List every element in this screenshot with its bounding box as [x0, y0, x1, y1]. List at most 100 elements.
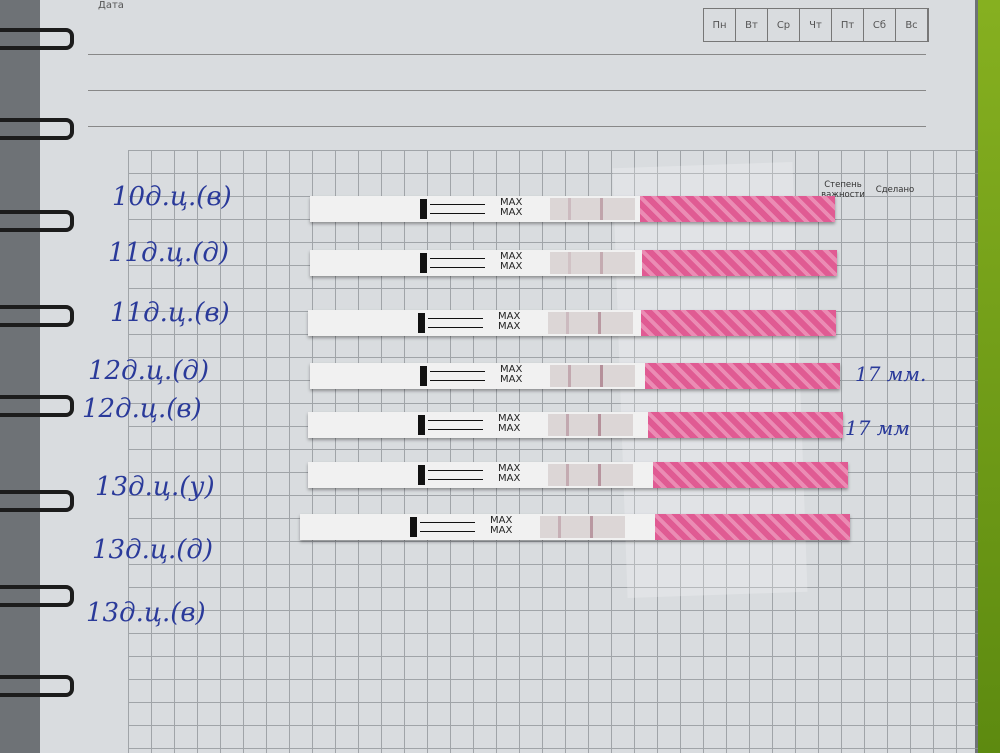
weekday: Чт	[800, 9, 832, 41]
test-strip: MAX MAX	[300, 514, 850, 540]
arrow-icon	[428, 470, 483, 471]
spiral-ring	[0, 28, 74, 50]
strip-pink-handle	[640, 196, 835, 222]
max-line-mark	[420, 253, 427, 273]
arrow-icon	[428, 420, 483, 421]
spiral-ring	[0, 675, 74, 697]
max-line-mark	[420, 199, 427, 219]
arrow-icon	[428, 479, 483, 480]
test-line	[568, 365, 571, 387]
weekday: Сб	[864, 9, 896, 41]
test-strip: MAX MAX	[310, 363, 840, 389]
result-window	[548, 312, 633, 334]
weekday: Пн	[704, 9, 736, 41]
spiral-ring	[0, 395, 74, 417]
control-line	[598, 414, 601, 436]
test-strip: MAX MAX	[310, 196, 835, 222]
arrow-icon	[430, 213, 485, 214]
arrow-icon	[428, 327, 483, 328]
max-line-mark	[418, 465, 425, 485]
max-line-mark	[418, 415, 425, 435]
spiral-ring	[0, 118, 74, 140]
arrow-icon	[428, 429, 483, 430]
spiral-ring	[0, 490, 74, 512]
strip-body: MAX MAX	[310, 363, 645, 389]
test-strip: MAX MAX	[310, 250, 837, 276]
max-line-mark	[420, 366, 427, 386]
max-text: MAX MAX	[500, 251, 523, 272]
weekday: Вс	[896, 9, 928, 41]
arrow-icon	[430, 258, 485, 259]
strip-body: MAX MAX	[310, 250, 642, 276]
test-strip: MAX MAX	[308, 310, 836, 336]
result-window	[550, 252, 635, 274]
test-line	[558, 516, 561, 538]
max-text: MAX MAX	[498, 413, 521, 434]
arrow-icon	[428, 318, 483, 319]
strip-pink-handle	[648, 412, 843, 438]
weekday: Вт	[736, 9, 768, 41]
strip-pink-handle	[641, 310, 836, 336]
max-text: MAX MAX	[500, 364, 523, 385]
result-window	[548, 464, 633, 486]
control-line	[600, 252, 603, 274]
weekday: Ср	[768, 9, 800, 41]
grid	[128, 150, 990, 753]
strip-body: MAX MAX	[300, 514, 655, 540]
control-line	[590, 516, 593, 538]
strip-pink-handle	[655, 514, 850, 540]
test-line	[566, 464, 569, 486]
arrow-icon	[430, 380, 485, 381]
max-line-mark	[418, 313, 425, 333]
arrow-icon	[430, 267, 485, 268]
arrow-icon	[430, 204, 485, 205]
arrow-icon	[430, 371, 485, 372]
handwritten-label: 13д.ц.(в)	[86, 598, 206, 628]
max-text: MAX MAX	[498, 463, 521, 484]
ruled-line	[88, 54, 926, 55]
handwritten-label: 11д.ц.(д)	[108, 238, 229, 268]
weekday-boxes: Пн Вт Ср Чт Пт Сб Вс	[703, 8, 929, 42]
strip-body: MAX MAX	[308, 412, 648, 438]
test-strip: MAX MAX	[308, 462, 848, 488]
strip-pink-handle	[642, 250, 837, 276]
control-line	[598, 312, 601, 334]
test-strip: MAX MAX	[308, 412, 843, 438]
test-line	[568, 252, 571, 274]
result-window	[548, 414, 633, 436]
strip-body: MAX MAX	[308, 462, 653, 488]
control-line	[600, 198, 603, 220]
spiral-ring	[0, 585, 74, 607]
max-text: MAX MAX	[500, 197, 523, 218]
spiral-ring	[0, 210, 74, 232]
arrow-icon	[420, 531, 475, 532]
strip-body: MAX MAX	[310, 196, 640, 222]
test-line	[566, 312, 569, 334]
max-text: MAX MAX	[490, 515, 513, 536]
control-line	[600, 365, 603, 387]
spiral-ring	[0, 305, 74, 327]
ruled-line	[88, 126, 926, 127]
strip-pink-handle	[645, 363, 840, 389]
max-line-mark	[410, 517, 417, 537]
handwritten-note: 17 мм.	[855, 362, 927, 386]
handwritten-label: 10д.ц.(в)	[112, 182, 232, 212]
background-green	[978, 0, 1000, 753]
handwritten-label: 12д.ц.(в)	[82, 394, 202, 424]
test-line	[568, 198, 571, 220]
result-window	[550, 198, 635, 220]
handwritten-label: 11д.ц.(в)	[110, 298, 230, 328]
importance-header: Степень важности	[821, 180, 865, 200]
date-label: Дата	[98, 0, 124, 11]
handwritten-label: 13д.ц.(д)	[92, 535, 213, 565]
strip-pink-handle	[653, 462, 848, 488]
handwritten-label: 12д.ц.(д)	[88, 356, 209, 386]
arrow-icon	[420, 522, 475, 523]
result-window	[550, 365, 635, 387]
strip-body: MAX MAX	[308, 310, 641, 336]
handwritten-label: 13д.ц.(у)	[95, 472, 215, 502]
result-window	[540, 516, 625, 538]
handwritten-note: 17 мм	[845, 416, 910, 440]
control-line	[598, 464, 601, 486]
weekday: Пт	[832, 9, 864, 41]
